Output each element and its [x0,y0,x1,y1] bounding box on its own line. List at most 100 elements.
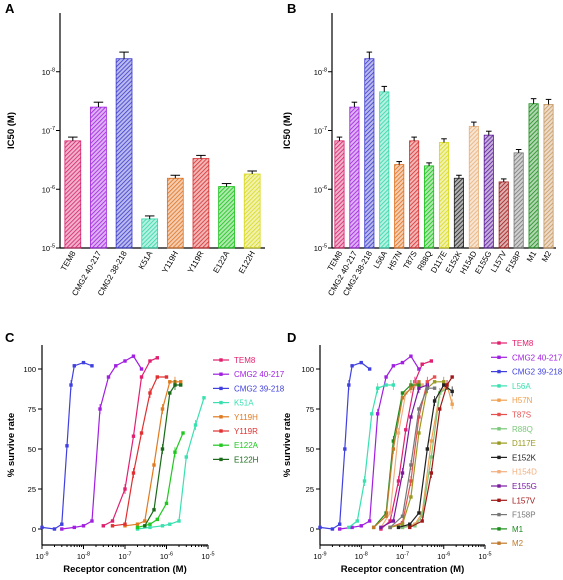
data-point [347,525,351,530]
data-point [442,383,446,387]
series-e122h [143,380,183,528]
legend-item-cmg2-40-217: CMG2 40-217 [491,353,563,362]
x-axis-title: Receptor concentration (M) [341,564,465,575]
data-point [152,508,156,512]
y-tick-label: 10-7 [314,126,327,136]
series-line [137,397,205,530]
legend-item-e155g: E155G [491,482,537,491]
bar-e122h [243,173,261,249]
bar-e122a [218,186,235,249]
legend-item-e152k: E152K [491,453,537,462]
series-k51a [135,396,206,531]
legend-item-t87s: T87S [491,411,531,420]
legend-marker [497,441,501,445]
legend-marker [497,384,501,388]
panel-letter: A [5,1,15,16]
legend-label: M1 [512,525,524,534]
series-l56a [347,380,396,530]
y-tick-label: 25 [28,485,36,494]
bar-y119r [192,158,210,249]
bar-k51a [141,218,159,249]
data-point [400,360,405,365]
legend-item-y119h: Y119H [213,413,258,422]
bar-h57n [394,164,405,249]
data-point [90,519,94,523]
series-line [103,357,158,527]
data-point [429,359,434,363]
legend-label: E122H [234,455,259,464]
bar-m2 [543,104,554,249]
bar-f158p [513,152,524,249]
x-tick-label: 10-9 [313,552,326,562]
data-point [168,380,172,384]
data-point [384,375,388,379]
bar-r88q [424,165,435,249]
y-tick-label: 10-8 [314,67,327,77]
data-point [420,362,424,366]
series-cmg2-39-218 [318,360,372,531]
data-point [450,375,454,379]
data-point [388,519,392,523]
legend-marker [497,341,501,345]
legend-marker [497,398,501,402]
data-point [155,517,159,522]
data-point [318,525,322,530]
y-tick-label: 25 [306,485,314,494]
legend-marker [497,512,501,517]
bar-l56a [379,91,390,249]
legend-marker [497,455,501,460]
data-point [413,524,417,528]
data-point [40,525,44,530]
series-l157v [408,375,454,530]
data-point [81,360,86,365]
legend-marker [219,415,223,419]
data-point [152,463,156,467]
data-point [409,495,413,499]
legend-label: E152K [512,453,537,462]
series-line [339,355,420,530]
data-point [429,439,434,443]
legend-marker [219,372,223,376]
data-point [202,396,206,400]
data-point [343,447,347,451]
x-tick-label: 10-5 [201,552,214,562]
category-label: Y119R [186,249,206,274]
data-point [429,455,434,459]
data-point [350,525,354,530]
bar-t87s [409,140,420,249]
y-tick-label: 50 [306,445,314,454]
data-point [110,519,115,523]
bar-cmg2-40-217 [90,106,107,249]
legend-item-m2: M2 [491,539,524,548]
series-line [319,361,371,530]
data-point [408,522,412,526]
category-label: E122H [237,249,257,275]
legend-label: R88Q [512,425,533,434]
bar-h154d [468,125,479,249]
x-tick-label: 10-7 [396,552,409,562]
data-point [350,364,354,368]
legend-marker [219,400,223,405]
x-tick-label: 10-7 [118,552,131,562]
legend-label: TEM8 [512,339,534,348]
panel-c-survival-curve-chart: C 0 25 50 75 100 10-9 10-8 10-7 10-6 10-5 Receptor … [5,330,285,575]
category-label: H57N [386,249,404,271]
legend-marker [497,470,501,474]
legend-item-h57n: H57N [491,396,533,405]
data-point [409,354,413,358]
data-point [148,359,152,363]
data-point [420,514,424,518]
data-point [155,356,159,360]
data-point [164,501,169,506]
legend-label: M2 [512,539,524,548]
data-point [155,375,159,379]
data-point [367,367,372,371]
bar-y119h [166,177,184,249]
y-axis-title: IC50 (M) [6,112,17,149]
legend-label: K51A [234,399,254,408]
data-point [396,525,401,530]
legend-label: Y119R [234,427,258,436]
data-point [404,391,408,395]
